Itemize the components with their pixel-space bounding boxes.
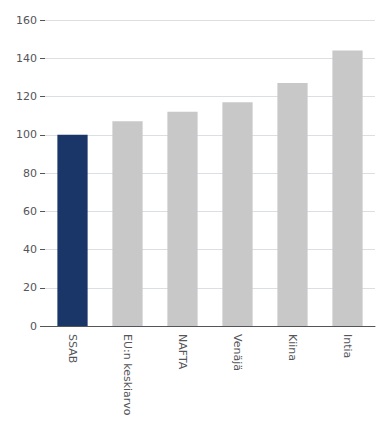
svg-text:EU:n keskiarvo: EU:n keskiarvo [121,334,134,416]
svg-text:0: 0 [30,320,37,333]
svg-text:60: 60 [23,205,37,218]
svg-text:Venäjä: Venäjä [231,334,244,371]
svg-text:120: 120 [16,90,37,103]
svg-text:SSAB: SSAB [66,334,79,363]
svg-text:Kiina: Kiina [286,334,299,361]
svg-text:NAFTA: NAFTA [176,334,189,370]
svg-text:20: 20 [23,281,37,294]
svg-text:160: 160 [16,14,37,27]
svg-text:100: 100 [16,128,37,141]
svg-text:Intia: Intia [341,334,354,358]
svg-text:80: 80 [23,167,37,180]
svg-text:40: 40 [23,243,37,256]
svg-text:140: 140 [16,52,37,65]
